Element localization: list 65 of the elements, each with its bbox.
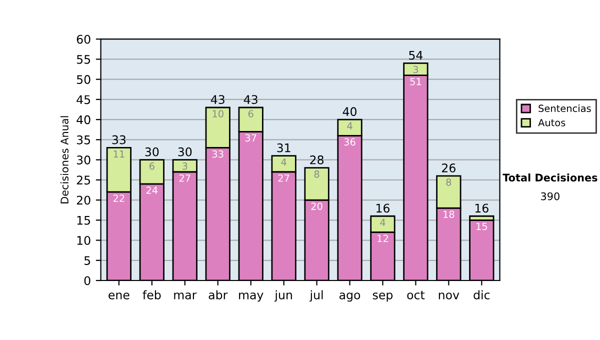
y-tick-label: 0 — [84, 276, 90, 286]
total-label: 43 — [244, 95, 258, 104]
x-tick-label: dic — [474, 290, 490, 300]
data-label: 36 — [344, 138, 356, 146]
data-label: 37 — [245, 134, 256, 142]
data-label: 11 — [114, 150, 124, 158]
data-label: 8 — [314, 170, 320, 178]
y-tick-label: 20 — [76, 196, 90, 205]
total-label: 26 — [442, 163, 456, 172]
y-tick-label: 35 — [76, 135, 90, 144]
total-label: 43 — [210, 95, 224, 104]
total-label: 30 — [145, 147, 159, 156]
total-label: 33 — [112, 135, 126, 144]
data-label: 4 — [281, 158, 286, 166]
data-label: 33 — [212, 150, 224, 158]
total-label: 16 — [376, 204, 390, 213]
data-label: 6 — [248, 110, 254, 118]
y-tick-label: 30 — [76, 156, 90, 164]
total-label: 31 — [277, 143, 290, 152]
x-tick-label: sep — [372, 292, 393, 302]
legend-label: Autos — [538, 119, 566, 126]
x-tick-label: ene — [108, 292, 130, 300]
data-label: 4 — [347, 122, 352, 130]
text: 390 — [541, 192, 560, 200]
data-label: 3 — [413, 66, 418, 74]
total-label: 40 — [342, 107, 356, 116]
data-label: 3 — [182, 162, 188, 170]
total-label: 28 — [310, 155, 324, 164]
total-label: 16 — [475, 204, 488, 213]
x-tick-label: jul — [310, 290, 323, 302]
y-tick-label: 50 — [76, 75, 90, 84]
data-label: 27 — [278, 174, 290, 182]
total-label: 54 — [409, 50, 423, 60]
legend-label: Sentencias — [538, 104, 591, 112]
data-label: 15 — [476, 222, 487, 230]
y-tick-label: 45 — [76, 95, 90, 104]
x-tick-label: oct — [407, 290, 425, 300]
data-label: 12 — [378, 234, 388, 242]
data-label: 4 — [380, 218, 386, 226]
y-tick-label: 15 — [77, 216, 90, 225]
data-label: 22 — [113, 194, 124, 202]
x-tick-label: mar — [174, 292, 197, 300]
x-tick-label: nov — [438, 292, 460, 300]
y-tick-label: 60 — [76, 34, 90, 44]
x-tick-label: abr — [208, 290, 228, 300]
data-label: 10 — [212, 110, 224, 118]
total-label: 30 — [178, 147, 192, 156]
y-axis-title: Decisiones Anual — [60, 116, 68, 204]
data-label: 6 — [150, 162, 154, 170]
text: Total Decisiones — [502, 173, 598, 182]
x-tick-label: feb — [142, 290, 161, 300]
data-label: 20 — [311, 202, 322, 210]
y-tick-label: 25 — [76, 176, 90, 185]
x-tick-label: ago — [339, 292, 360, 302]
x-tick-label: jun — [274, 290, 292, 302]
y-tick-label: 10 — [77, 236, 90, 245]
data-label: 8 — [446, 178, 452, 186]
x-tick-label: may — [239, 292, 264, 302]
data-label: 24 — [146, 186, 158, 194]
data-label: 51 — [410, 78, 421, 86]
data-label: 27 — [179, 174, 190, 182]
y-tick-label: 55 — [76, 55, 90, 64]
y-tick-label: 5 — [84, 256, 90, 266]
y-tick-label: 40 — [76, 115, 90, 124]
data-label: 18 — [444, 210, 454, 218]
